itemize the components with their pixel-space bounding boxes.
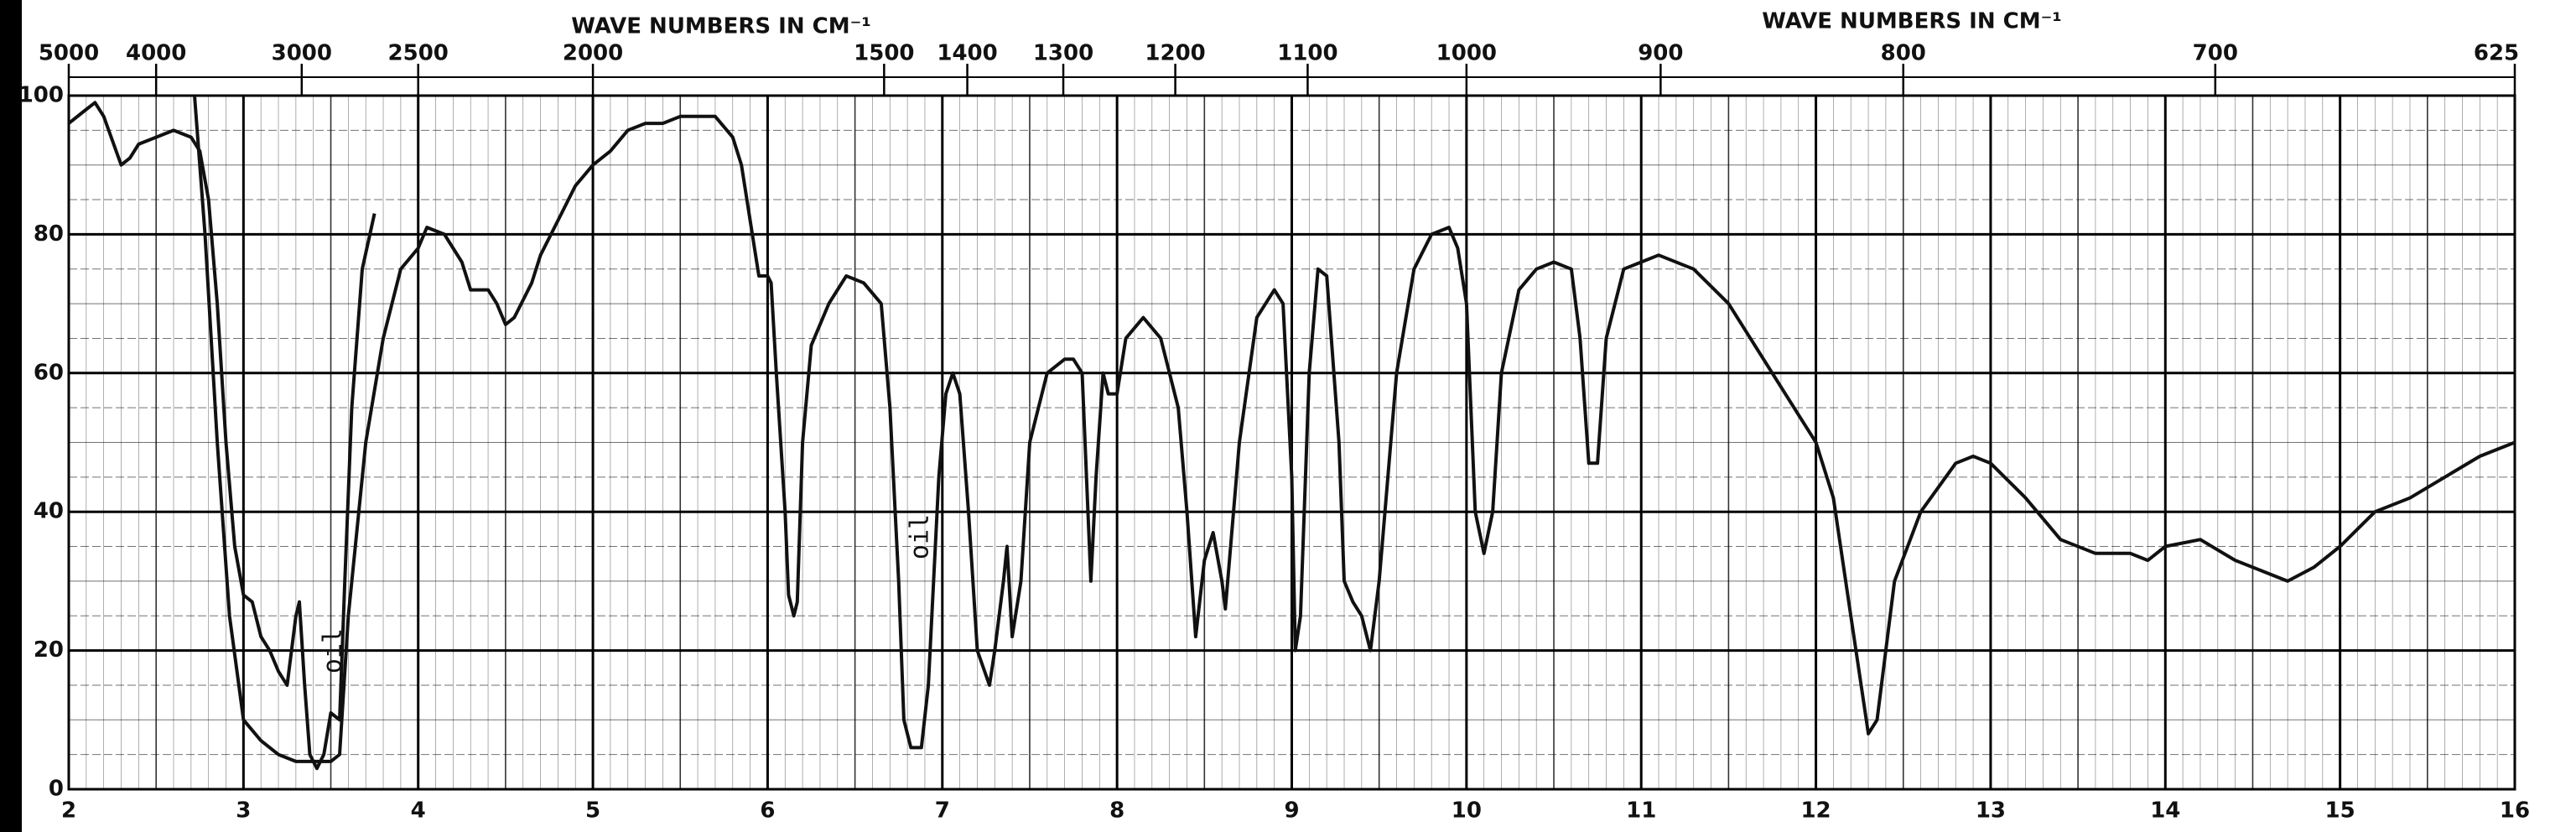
x2-tick-label: 800 <box>1881 41 1926 66</box>
x2-tick-label: 700 <box>2193 41 2238 66</box>
x-tick-label: 7 <box>935 798 950 824</box>
x-tick-label: 5 <box>585 798 600 824</box>
x2-tick-label: 1300 <box>1033 41 1093 66</box>
y-tick-label: 0 <box>49 777 64 802</box>
y-tick-label: 20 <box>34 637 64 663</box>
x-tick-label: 9 <box>1284 798 1299 824</box>
x2-axis-title: WAVE NUMBERS IN CM⁻¹ <box>1762 9 2061 34</box>
x2-tick-label: 5000 <box>39 41 99 66</box>
x-tick-label: 11 <box>1626 798 1656 824</box>
x-tick-label: 15 <box>2325 798 2355 824</box>
x2-tick-label: 1200 <box>1145 41 1205 66</box>
spectrum-line <box>193 95 2516 763</box>
grid <box>67 94 2516 791</box>
y-tick-label: 40 <box>34 499 64 524</box>
x2-tick-label: 1400 <box>937 41 997 66</box>
x-tick-label: 2 <box>61 798 76 824</box>
y-tick-label: 100 <box>18 83 64 108</box>
x-tick-label: 3 <box>236 798 251 824</box>
x-tick-label: 13 <box>1976 798 2006 824</box>
x-tick-label: 6 <box>760 798 775 824</box>
x-tick-label: 16 <box>2500 798 2530 824</box>
x2-tick-label: 3000 <box>272 41 332 66</box>
x-tick-label: 14 <box>2150 798 2180 824</box>
x-tick-label: 10 <box>1452 798 1482 824</box>
spectrum-line <box>67 101 377 771</box>
x2-tick-label: 1500 <box>854 41 914 66</box>
x2-tick-label: 900 <box>1638 41 1683 66</box>
annotation: oil <box>906 514 935 559</box>
x2-tick-label: 2500 <box>388 41 449 66</box>
x-tick-label: 12 <box>1800 798 1831 824</box>
x2-tick-label: 625 <box>2474 41 2519 66</box>
x2-tick-label: 2000 <box>563 41 623 66</box>
x-tick-label: 8 <box>1109 798 1124 824</box>
x2-tick-label: 4000 <box>126 41 186 66</box>
scan-edge <box>0 0 22 832</box>
x-tick-label: 4 <box>411 798 426 824</box>
x2-tick-label: 1100 <box>1277 41 1337 66</box>
y-tick-label: 60 <box>34 360 64 385</box>
x2-axis-title: WAVE NUMBERS IN CM⁻¹ <box>571 14 870 39</box>
x2-tick-label: 1000 <box>1436 41 1497 66</box>
y-tick-label: 80 <box>34 221 64 247</box>
